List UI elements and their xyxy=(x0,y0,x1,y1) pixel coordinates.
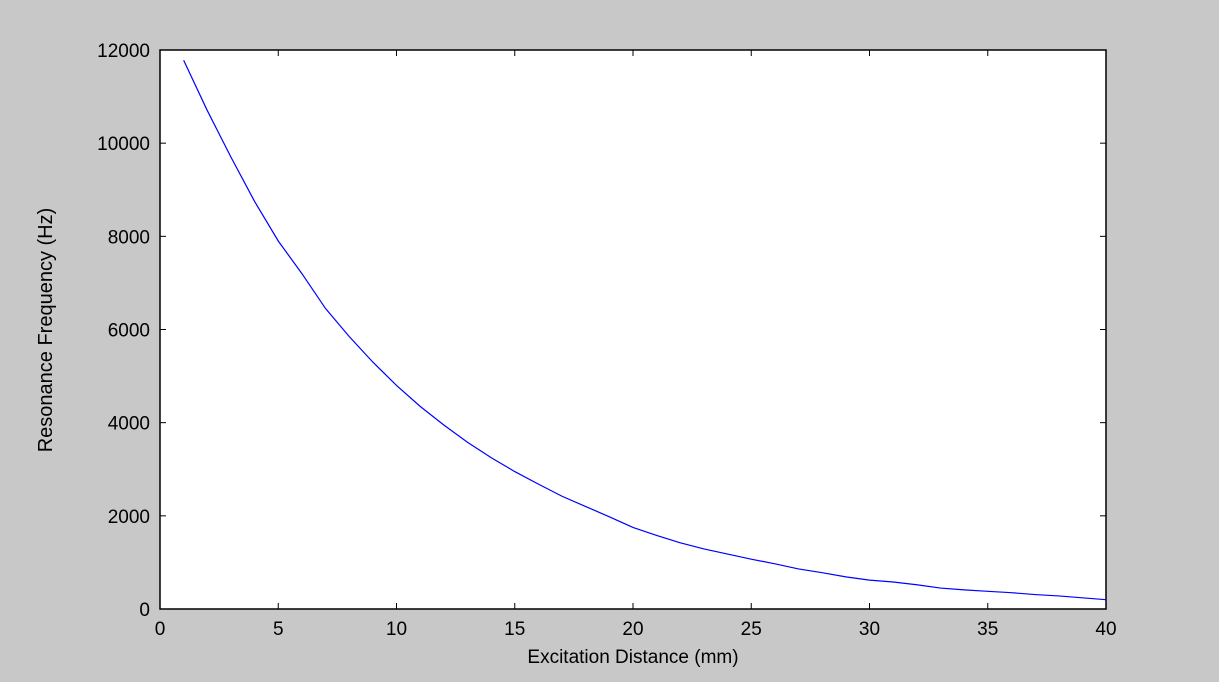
x-tick-label: 0 xyxy=(155,619,166,640)
y-tick-label: 6000 xyxy=(108,321,150,342)
x-tick-label: 5 xyxy=(273,619,284,640)
y-axis-label: Resonance Frequency (Hz) xyxy=(35,208,57,453)
x-tick-label: 30 xyxy=(859,619,880,640)
x-tick-label: 35 xyxy=(977,619,998,640)
x-axis-label: Excitation Distance (mm) xyxy=(527,647,738,668)
data-line xyxy=(183,59,1107,601)
x-tick-label: 25 xyxy=(741,619,762,640)
x-tick-label: 20 xyxy=(622,619,643,640)
x-tick-label: 15 xyxy=(504,619,525,640)
y-tick-label: 12000 xyxy=(97,41,150,62)
plot-area xyxy=(159,49,1107,610)
y-tick-label: 2000 xyxy=(108,507,150,528)
y-tick-label: 8000 xyxy=(108,227,150,248)
x-tick-label: 10 xyxy=(386,619,407,640)
y-tick-label: 0 xyxy=(139,600,150,621)
y-tick-label: 10000 xyxy=(97,134,150,155)
y-tick-label: 4000 xyxy=(108,414,150,435)
x-tick-label: 40 xyxy=(1095,619,1116,640)
